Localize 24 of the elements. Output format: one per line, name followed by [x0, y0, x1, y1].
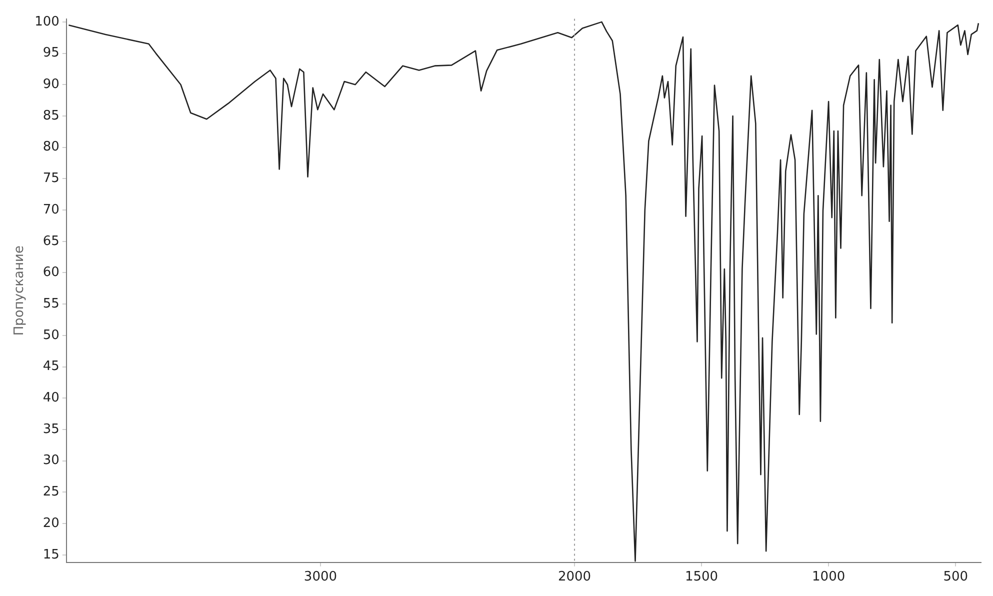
x-tick-label: 1500 — [684, 570, 718, 585]
x-tick-label: 2000 — [558, 570, 592, 585]
y-tick-label: 35 — [42, 422, 60, 437]
x-tick-label: 1000 — [812, 570, 846, 585]
y-tick-label: 50 — [42, 328, 60, 343]
x-tick-label: 3000 — [304, 570, 338, 585]
y-tick-label: 65 — [42, 234, 60, 249]
y-tick-label: 40 — [42, 390, 60, 406]
y-tick-label: 95 — [42, 46, 60, 61]
y-tick-label: 100 — [34, 14, 60, 30]
y-tick-label: 75 — [42, 171, 60, 186]
y-tick-label: 20 — [42, 516, 60, 531]
y-tick-label: 60 — [42, 265, 60, 280]
y-tick-label: 85 — [42, 108, 60, 124]
y-tick-label: 70 — [42, 202, 60, 218]
y-tick-label: 55 — [42, 296, 60, 312]
y-tick-label: 45 — [42, 359, 60, 374]
y-axis-title: Пропускание — [12, 246, 28, 336]
y-tick-label: 25 — [42, 484, 60, 500]
y-tick-label: 15 — [42, 547, 60, 562]
y-tick-label: 80 — [42, 140, 60, 155]
y-tick-label: 90 — [42, 77, 60, 92]
y-tick-label: 30 — [42, 453, 60, 468]
x-tick-label: 500 — [943, 570, 968, 585]
